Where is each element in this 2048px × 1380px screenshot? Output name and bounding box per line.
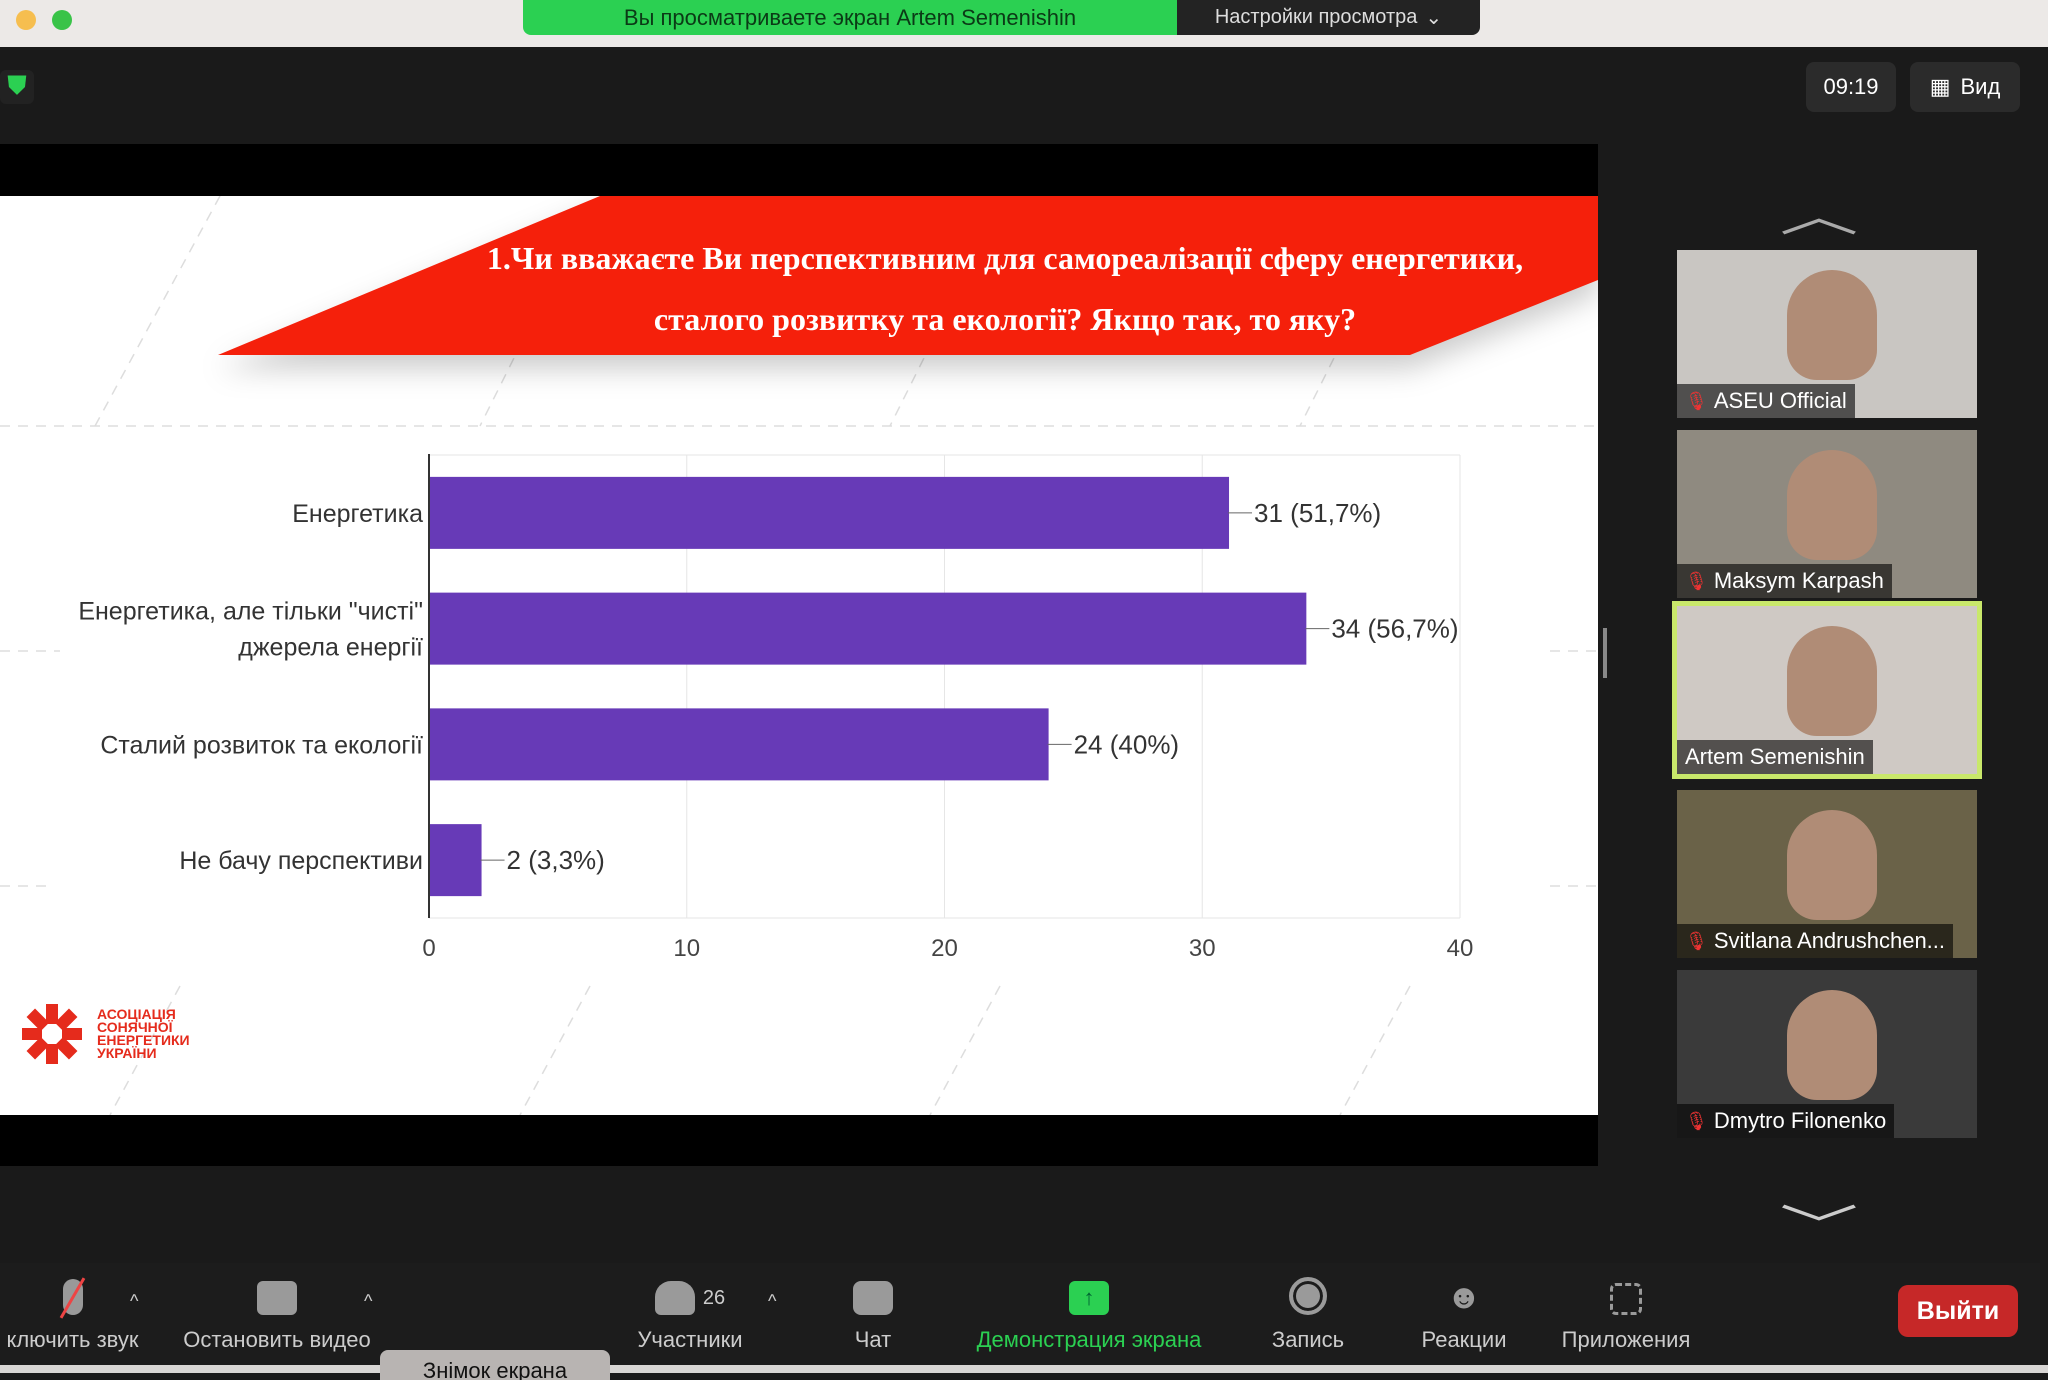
x-tick-label: 40	[1447, 935, 1474, 962]
chevron-down-icon: ⌄	[1425, 7, 1443, 29]
participants-icon	[654, 1281, 695, 1315]
bar	[430, 592, 1307, 665]
video-options-caret-icon[interactable]: ^	[364, 1291, 373, 1311]
participant-tile[interactable]: 🎙 ASEU Official	[1677, 250, 1977, 418]
slide-question: 1.Чи вважаєте Ви перспективним для самор…	[486, 240, 1524, 337]
x-tick-label: 0	[422, 935, 435, 962]
participant-tile[interactable]: 🎙 Svitlana Andrushchen...	[1677, 790, 1977, 958]
bar	[430, 824, 482, 897]
minimize-button[interactable]	[16, 10, 36, 30]
zoom-button[interactable]	[52, 10, 72, 30]
video-camera-icon	[257, 1281, 297, 1315]
viewing-label: Вы просматриваете экран Artem Semenishin	[523, 0, 1177, 35]
x-tick-label: 20	[931, 935, 958, 962]
record-button[interactable]: Запись	[1248, 1263, 1368, 1365]
participant-tile[interactable]: Artem Semenishin	[1672, 601, 1982, 779]
data-label: 31 (51,7%)	[1254, 498, 1381, 528]
participant-name: Artem Semenishin	[1677, 740, 1873, 774]
bar	[430, 476, 1230, 549]
category-label: Енергетика	[292, 500, 423, 528]
participant-video	[1787, 990, 1877, 1100]
chat-button[interactable]: Чат	[823, 1263, 923, 1365]
logo-sun-icon	[22, 1004, 82, 1064]
title-banner-shape	[218, 196, 1598, 355]
shield-icon[interactable]: ⛊	[0, 70, 34, 104]
participant-name: 🎙 Dmytro Filonenko	[1677, 1104, 1895, 1138]
splitter-handle[interactable]	[1603, 628, 1607, 678]
smiley-plus-icon: ☻	[1446, 1278, 1482, 1316]
desktop-strip	[0, 1365, 2048, 1373]
category-label: Не бачу перспективи	[179, 847, 423, 875]
screen-share-banner: Вы просматриваете экран Artem Semenishin…	[523, 0, 1480, 35]
participant-video	[1787, 270, 1877, 380]
data-label: 2 (3,3%)	[507, 845, 605, 875]
participant-video	[1787, 450, 1877, 560]
participants-options-caret-icon[interactable]: ^	[768, 1291, 777, 1311]
slide-background	[0, 196, 1598, 1115]
participant-tile[interactable]: 🎙 Dmytro Filonenko	[1677, 970, 1977, 1138]
share-screen-arrow-icon: ↑	[1069, 1281, 1109, 1315]
participant-tile[interactable]: 🎙 Maksym Karpash	[1677, 430, 1977, 598]
category-label: джерела енергії	[238, 634, 423, 662]
x-tick-label: 10	[673, 935, 700, 962]
slide: 0 10 20 30 40 31 (51,7%) Енергетика 34 (56,7%) Е…	[0, 196, 1598, 1115]
leave-button[interactable]: Выйти	[1898, 1285, 2018, 1337]
grid-icon: ▦	[1929, 74, 1951, 99]
meeting-toolbar: ключить звук ^ Остановить видео ^ 26 Учас…	[0, 1263, 2040, 1365]
participant-name: 🎙 Svitlana Andrushchen...	[1677, 924, 1954, 958]
stop-video-button[interactable]: Остановить видео	[172, 1263, 382, 1365]
unmute-button[interactable]: ключить звук	[0, 1263, 145, 1365]
scroll-up-chevron-icon[interactable]: ︿	[1779, 192, 1859, 241]
record-icon	[1289, 1277, 1327, 1315]
muted-microphone-icon: 🎙	[1685, 390, 1708, 411]
chat-bubble-icon	[853, 1281, 893, 1315]
participant-count: 26	[702, 1286, 726, 1309]
category-label: Енергетика, але тільки "чисті"	[78, 598, 423, 626]
x-tick-label: 30	[1189, 935, 1216, 962]
muted-microphone-icon: 🎙	[1685, 570, 1708, 591]
tooltip: Знімок екрана	[380, 1350, 610, 1380]
bar-chart: 0 10 20 30 40 31 (51,7%) Енергетика 34 (56,7%) Е…	[78, 454, 1474, 962]
participant-video	[1787, 810, 1877, 920]
muted-microphone-icon: 🎙	[1685, 1110, 1708, 1131]
apps-icon	[1610, 1283, 1642, 1315]
share-screen-button[interactable]: ↑ Демонстрация экрана	[954, 1263, 1224, 1365]
data-label: 34 (56,7%)	[1331, 614, 1458, 644]
scroll-down-chevron-icon[interactable]: ﹀	[1779, 1202, 1859, 1251]
view-settings-button[interactable]: Настройки просмотра ⌄	[1177, 0, 1480, 35]
data-label: 24 (40%)	[1074, 729, 1180, 759]
microphone-muted-icon	[59, 1277, 85, 1319]
meeting-timer: 09:19	[1806, 62, 1896, 112]
apps-button[interactable]: Приложения	[1546, 1263, 1706, 1365]
participants-button[interactable]: 26 Участники	[610, 1263, 770, 1365]
category-label: Сталий розвиток та екології	[100, 731, 423, 759]
participant-name: 🎙 ASEU Official	[1677, 384, 1855, 418]
view-button[interactable]: ▦ Вид	[1910, 62, 2020, 112]
logo-text: АСОЦІАЦІЯ СОНЯЧНОЇ ЕНЕРГЕТИКИ УКРАЇНИ	[97, 1006, 190, 1061]
muted-microphone-icon: 🎙	[1685, 930, 1708, 951]
bar	[430, 708, 1049, 781]
audio-options-caret-icon[interactable]: ^	[130, 1291, 139, 1311]
participant-name: 🎙 Maksym Karpash	[1677, 564, 1892, 598]
reactions-button[interactable]: ☻ Реакции	[1421, 1278, 1507, 1352]
participant-video	[1787, 626, 1877, 736]
